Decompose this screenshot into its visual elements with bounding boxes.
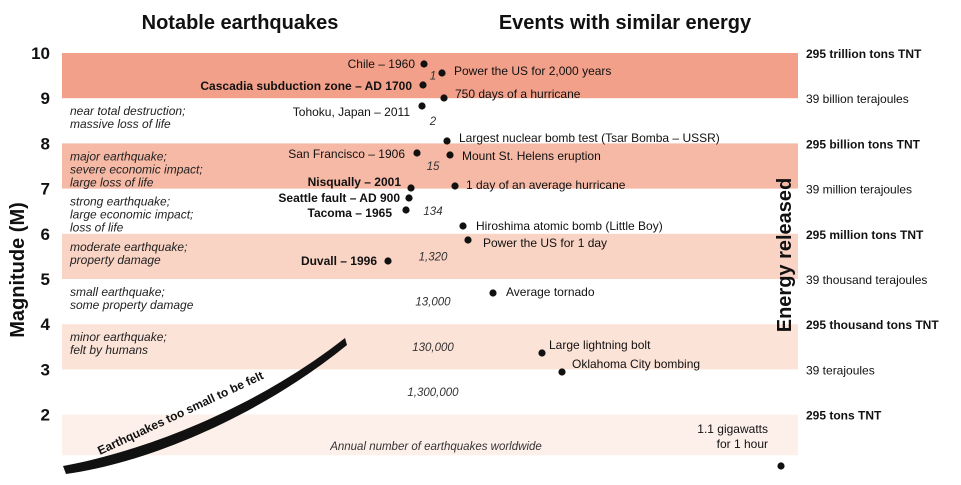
event-label: for 1 hour	[717, 437, 768, 451]
magnitude-tick-label: 5	[41, 270, 50, 289]
quake-dot	[419, 81, 427, 89]
energy-scale-label: 39 million terajoules	[806, 183, 912, 197]
magnitude-tick-label: 9	[41, 89, 50, 108]
event-label: Oklahoma City bombing	[572, 357, 700, 371]
magnitude-tick-label: 4	[41, 315, 51, 334]
similar-events: Power the US for 2,000 years 750 days of …	[438, 64, 785, 470]
event-dot	[459, 222, 467, 230]
too-small-wedge	[63, 338, 347, 474]
magnitude-band	[62, 233, 798, 279]
energy-scale-label: 39 thousand terajoules	[806, 273, 927, 287]
quake-dot	[405, 194, 413, 202]
event-dot	[443, 137, 451, 145]
energy-scale-label: 295 million tons TNT	[806, 228, 924, 242]
annual-count-label: 1,300,000	[407, 387, 459, 399]
magnitude-tick-label: 3	[41, 360, 50, 379]
magnitude-description: strong earthquake;	[70, 195, 170, 209]
magnitude-ticks: 10 9 8 7 6 5 4 3 2	[31, 44, 50, 425]
event-label: Mount St. Helens eruption	[462, 149, 601, 163]
quake-dot	[384, 257, 392, 265]
quake-dot	[407, 184, 415, 192]
quake-label: Tacoma – 1965	[308, 206, 393, 220]
event-label: Largest nuclear bomb test (Tsar Bomba – …	[459, 131, 720, 145]
magnitude-description: large loss of life	[70, 175, 154, 189]
annual-count-label: 2	[429, 116, 437, 128]
energy-scale: 295 trillion tons TNT 39 billion terajoul…	[806, 47, 939, 423]
magnitude-band	[62, 143, 798, 189]
magnitude-description: large economic impact;	[70, 208, 193, 222]
annual-count-label: 1,320	[419, 251, 448, 263]
event-dot	[464, 236, 472, 244]
event-label: Average tornado	[506, 285, 595, 299]
annual-count-label: 1	[430, 71, 436, 83]
magnitude-description: near total destruction;	[70, 104, 185, 118]
magnitude-tick-label: 7	[41, 180, 50, 199]
header-notable-earthquakes: Notable earthquakes	[142, 12, 339, 34]
magnitude-tick-label: 8	[41, 134, 50, 153]
energy-scale-label: 39 billion terajoules	[806, 92, 909, 106]
magnitude-description: moderate earthquake;	[70, 240, 187, 254]
magnitude-band	[62, 53, 798, 99]
annual-count-label: 130,000	[412, 342, 454, 354]
magnitude-description: property damage	[69, 253, 161, 267]
magnitude-description: loss of life	[70, 221, 124, 235]
annual-counts: 1 2 15 134 1,320 13,000 130,000 1,300,000	[407, 71, 459, 399]
annual-count-label: 134	[423, 206, 442, 218]
event-label: Power the US for 1 day	[483, 236, 607, 250]
quake-label: Chile – 1960	[348, 57, 416, 71]
event-dot	[446, 151, 454, 159]
energy-scale-label: 39 terajoules	[806, 363, 875, 377]
quake-label: Duvall – 1996	[301, 254, 377, 268]
event-label: 1 day of an average hurricane	[466, 178, 626, 192]
notable-quakes: Chile – 1960 Cascadia subduction zone – A…	[200, 57, 428, 268]
annual-count-label: 15	[427, 161, 440, 173]
header-similar-energy: Events with similar energy	[499, 12, 752, 34]
quake-dot	[418, 102, 426, 110]
quake-label: Seattle fault – AD 900	[278, 191, 400, 205]
magnitude-descriptions: near total destruction;massive loss of l…	[69, 104, 203, 357]
quake-label: Nisqually – 2001	[308, 175, 402, 189]
event-label: 750 days of a hurricane	[455, 87, 581, 101]
magnitude-description: small earthquake;	[70, 285, 165, 299]
energy-axis-label: Energy released	[774, 178, 796, 333]
magnitude-tick-label: 10	[31, 44, 50, 63]
event-dot	[440, 94, 448, 102]
quake-label: Tohoku, Japan – 2011	[293, 105, 411, 119]
quake-dot	[402, 206, 410, 214]
magnitude-description: major earthquake;	[70, 149, 167, 163]
event-dot	[538, 349, 546, 357]
magnitude-description: minor earthquake;	[70, 330, 167, 344]
event-label: Power the US for 2,000 years	[454, 64, 611, 78]
magnitude-band	[62, 324, 798, 370]
event-dot	[438, 69, 446, 77]
magnitude-description: felt by humans	[70, 343, 148, 357]
event-label: 1.1 gigawatts	[697, 422, 768, 436]
event-dot	[777, 462, 785, 470]
event-label: Hiroshima atomic bomb (Little Boy)	[476, 219, 663, 233]
event-dot	[489, 289, 497, 297]
event-label: Large lightning bolt	[549, 338, 651, 352]
annual-count-label: 13,000	[415, 297, 451, 309]
magnitude-axis-label: Magnitude (M)	[7, 202, 29, 338]
energy-scale-label: 295 tons TNT	[806, 409, 882, 423]
energy-scale-label: 295 trillion tons TNT	[806, 47, 922, 61]
quake-label: Cascadia subduction zone – AD 1700	[200, 79, 412, 93]
energy-scale-label: 295 billion tons TNT	[806, 137, 921, 151]
magnitude-tick-label: 2	[41, 406, 50, 425]
magnitude-description: severe economic impact;	[70, 162, 203, 176]
quake-label: San Francisco – 1906	[288, 147, 405, 161]
funnel-caption: Annual number of earthquakes worldwide	[329, 441, 542, 453]
event-dot	[558, 368, 566, 376]
event-dot	[451, 182, 459, 190]
magnitude-tick-label: 6	[41, 225, 50, 244]
magnitude-description: some property damage	[70, 298, 194, 312]
quake-dot	[420, 60, 428, 68]
quake-dot	[413, 149, 421, 157]
magnitude-description: massive loss of life	[70, 117, 171, 131]
energy-scale-label: 295 thousand tons TNT	[806, 318, 939, 332]
